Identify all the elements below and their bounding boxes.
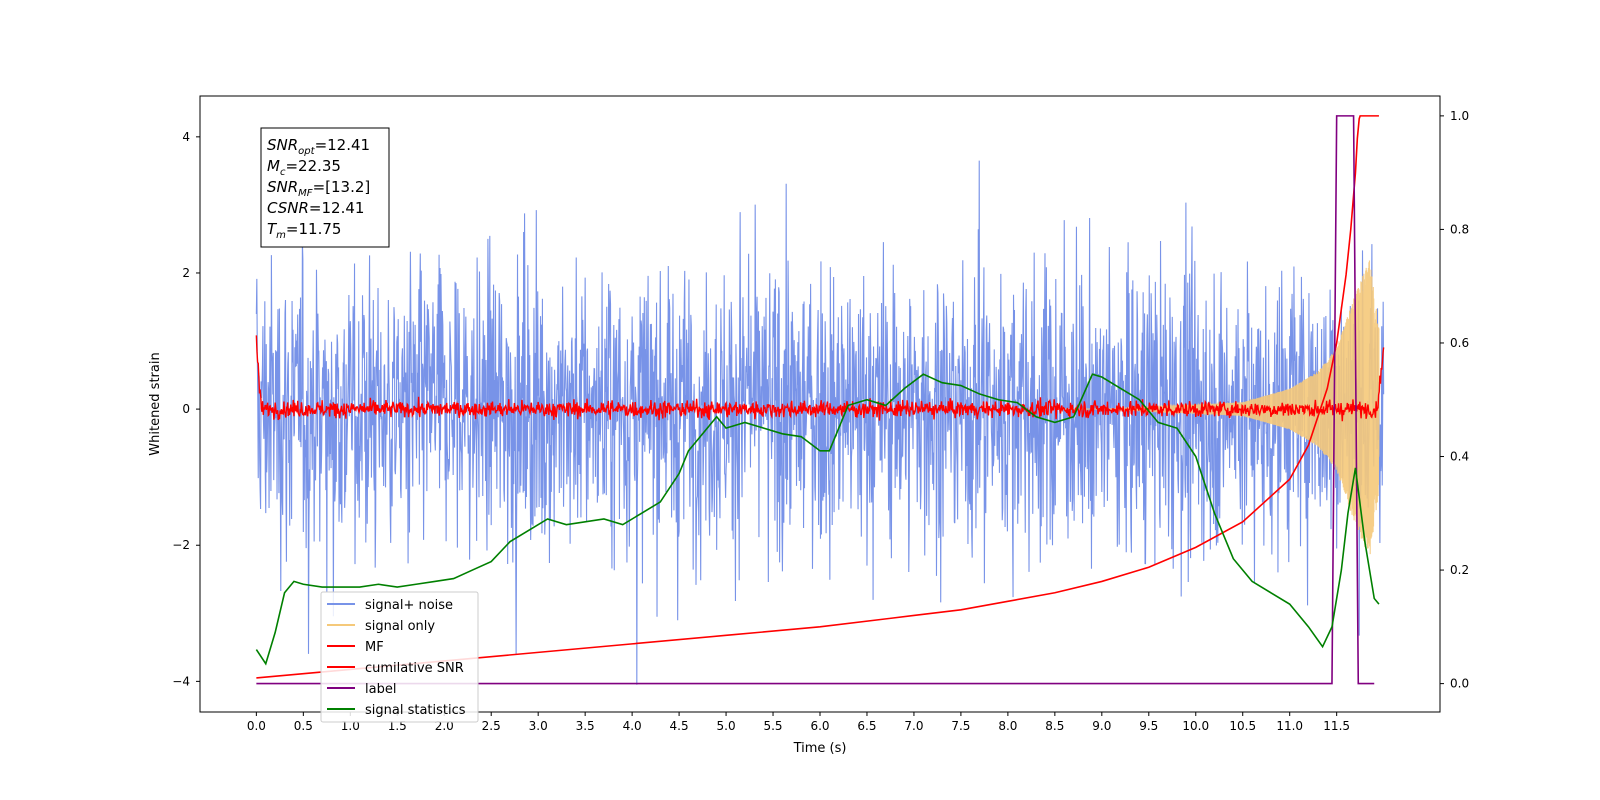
y2-tick-label: 1.0 <box>1450 109 1469 123</box>
annotation-box: SNRopt=12.41Mc=22.35SNRMF=[13.2]CSNR=12.… <box>260 127 390 248</box>
x-tick-label: 2.5 <box>482 719 501 733</box>
x-tick-label: 8.0 <box>998 719 1017 733</box>
series-signal-noise <box>255 160 1385 685</box>
x-tick-label: 6.5 <box>857 719 876 733</box>
x-tick-label: 4.5 <box>670 719 689 733</box>
annotation-line: Tm=11.75 <box>267 220 341 241</box>
x-tick-label: 7.5 <box>951 719 970 733</box>
y-tick-label: 2 <box>182 266 190 280</box>
x-tick-label: 11.5 <box>1323 719 1350 733</box>
legend-label: signal statistics <box>365 703 466 718</box>
y-tick-label: −4 <box>172 674 190 688</box>
series-signal-statistics <box>255 373 1380 666</box>
y-tick-label: −2 <box>172 538 190 552</box>
x-tick-label: 4.0 <box>623 719 642 733</box>
x-tick-label: 5.0 <box>717 719 736 733</box>
legend-label: signal only <box>365 619 435 634</box>
x-tick-label: 7.0 <box>904 719 923 733</box>
annotation-line: SNRMF=[13.2] <box>267 178 370 199</box>
series-mf <box>255 335 1385 422</box>
x-tick-label: 9.5 <box>1139 719 1158 733</box>
series-label <box>256 115 1375 685</box>
y2-tick-label: 0.2 <box>1450 563 1469 577</box>
x-tick-label: 3.5 <box>576 719 595 733</box>
x-tick-label: 8.5 <box>1045 719 1064 733</box>
y2-tick-label: 0.6 <box>1450 336 1469 350</box>
x-tick-label: 0.0 <box>247 719 266 733</box>
annotation-line: CSNR=12.41 <box>267 199 364 217</box>
x-tick-label: 9.0 <box>1092 719 1111 733</box>
x-tick-label: 5.5 <box>763 719 782 733</box>
y2-tick-label: 0.8 <box>1450 222 1469 236</box>
x-tick-label: 6.0 <box>810 719 829 733</box>
y-tick-label: 4 <box>182 130 190 144</box>
x-tick-label: 3.0 <box>529 719 548 733</box>
x-tick-label: 10.5 <box>1229 719 1256 733</box>
x-tick-label: 11.0 <box>1276 719 1303 733</box>
x-tick-label: 10.0 <box>1182 719 1209 733</box>
y2-tick-label: 0.4 <box>1450 450 1469 464</box>
series-layer <box>255 115 1385 685</box>
axes-ticks: 0.0 0.5 1.0 1.5 2.0 2.5 3.0 3.5 4.0 4.5 5.0 5.5 6.0 6… <box>172 109 1469 733</box>
legend-frame <box>320 591 479 723</box>
legend-label: signal+ noise <box>365 598 453 613</box>
y-tick-label: 0 <box>182 402 190 416</box>
legend-label: MF <box>365 640 384 655</box>
annotation-line: SNRopt=12.41 <box>267 136 370 157</box>
annotation-frame <box>260 127 390 248</box>
annotation-line: Mc=22.35 <box>267 157 341 178</box>
legend: signal+ noise signal only MF cumilative SNR… <box>320 591 479 723</box>
legend-label: cumilative SNR <box>365 661 464 676</box>
legend-label: label <box>365 682 396 697</box>
x-axis-label: Time (s) <box>793 741 847 756</box>
y-axis-label: Whitened strain <box>148 352 163 455</box>
x-tick-label: 0.5 <box>294 719 313 733</box>
y2-tick-label: 0.0 <box>1450 677 1469 691</box>
